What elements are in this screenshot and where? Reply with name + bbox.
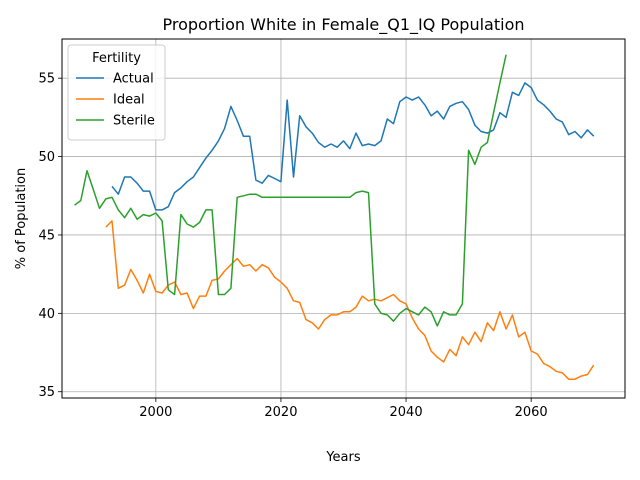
legend-label-sterile: Sterile [113, 114, 155, 129]
y-axis-label: % of Population [14, 168, 29, 269]
x-tick-label: 2060 [515, 405, 548, 420]
legend-title: Fertility [92, 51, 141, 66]
plot-frame [61, 38, 626, 399]
x-tick-label: 2040 [390, 405, 423, 420]
legend-label-ideal: Ideal [113, 93, 145, 108]
y-tick-label: 35 [38, 385, 55, 400]
x-tick-label: 2020 [264, 405, 297, 420]
x-axis-ticks: 2000 2020 2040 2060 [139, 398, 548, 420]
series-line-sterile [74, 54, 507, 327]
x-axis-label: Years [325, 450, 361, 465]
legend: Fertility Actual Ideal Sterile [67, 44, 166, 141]
y-tick-label: 55 [38, 72, 55, 87]
series-lines [74, 54, 595, 380]
y-tick-label: 45 [38, 228, 55, 243]
legend-box [67, 44, 166, 141]
series-line-ideal [105, 220, 595, 380]
y-tick-label: 40 [38, 307, 55, 322]
y-axis-ticks: 35 40 45 50 55 [38, 72, 62, 400]
chart-title: Proportion White in Female_Q1_IQ Populat… [162, 15, 524, 35]
x-tick-label: 2000 [139, 405, 172, 420]
y-tick-label: 50 [38, 150, 55, 165]
series-line-actual [111, 82, 595, 211]
legend-label-actual: Actual [113, 72, 154, 87]
